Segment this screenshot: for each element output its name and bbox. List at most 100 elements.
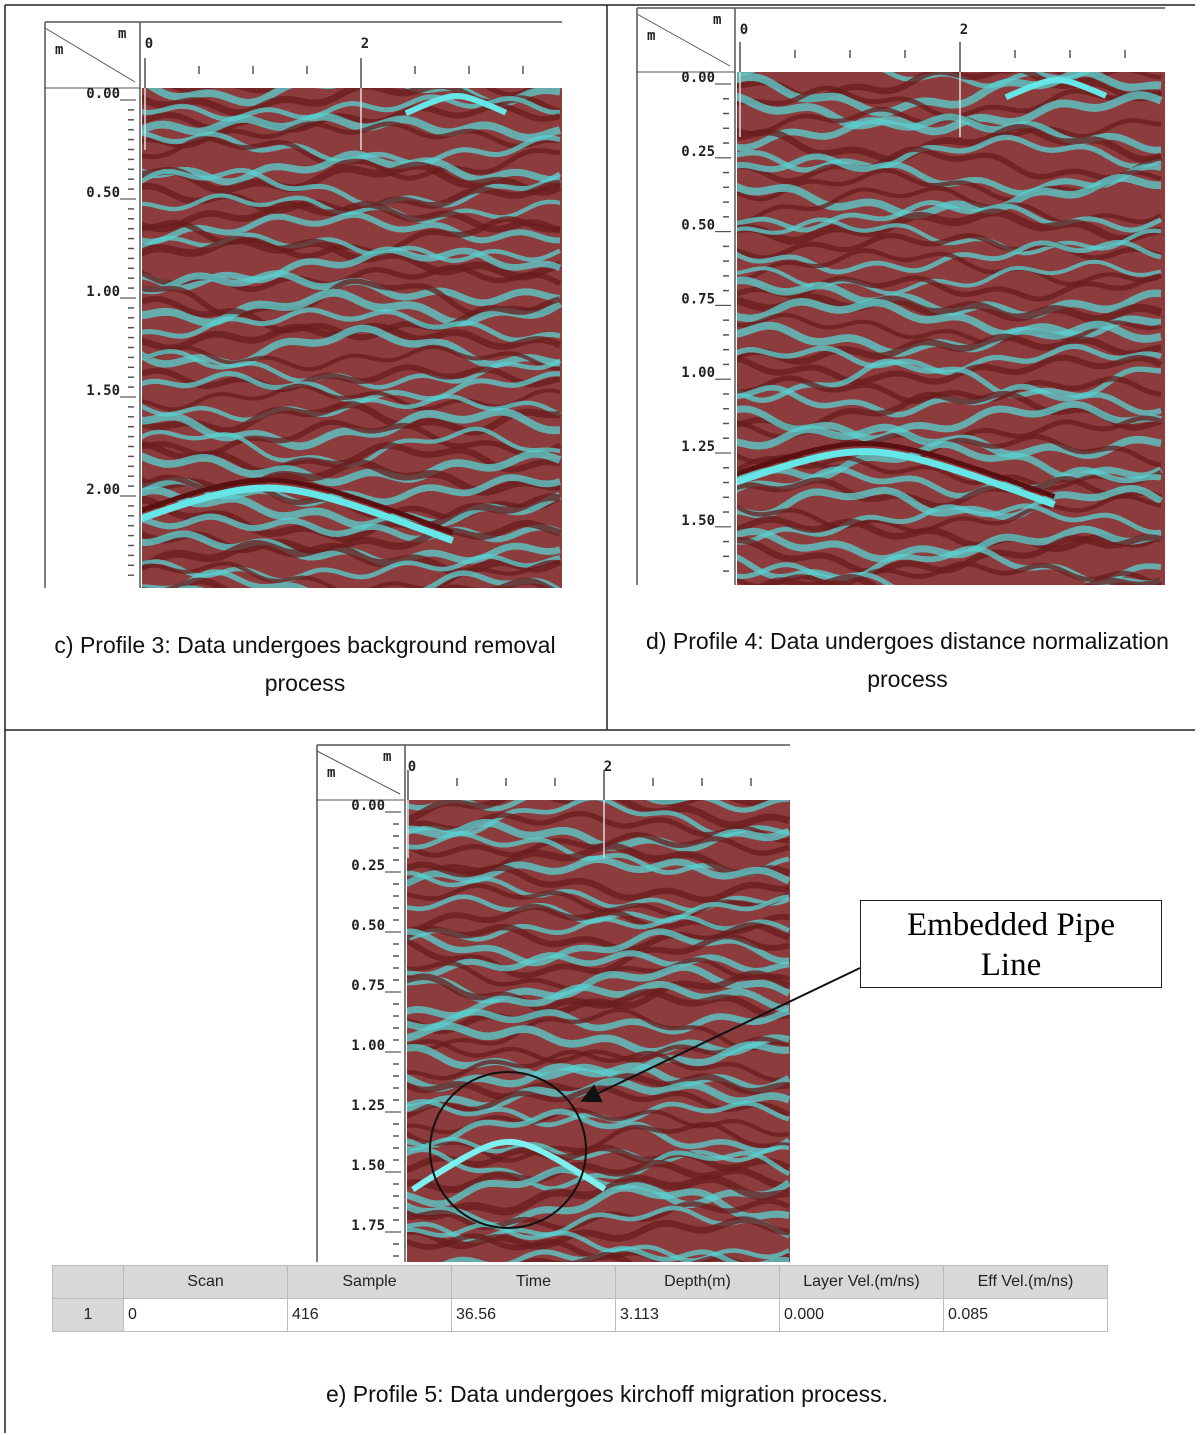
axis-unit: m	[118, 26, 126, 42]
reflection	[737, 248, 1162, 287]
axis-unit: m	[383, 749, 391, 765]
radargram-image	[735, 72, 1165, 620]
reflection	[142, 235, 561, 281]
reflection	[407, 800, 790, 829]
table-cell: 3.113	[615, 1298, 780, 1332]
reflection	[407, 933, 790, 979]
column-header: Eff Vel.(m/ns)	[943, 1265, 1108, 1299]
reflection	[737, 312, 1162, 345]
reflection	[407, 1007, 790, 1035]
reflection	[737, 293, 1163, 324]
reflection	[142, 569, 562, 588]
y-tick-label: 1.00	[86, 284, 120, 300]
axis-line	[636, 13, 731, 67]
reflection	[407, 819, 790, 853]
reflection	[142, 211, 561, 245]
column-header: Layer Vel.(m/ns)	[779, 1265, 944, 1299]
reflection	[737, 562, 1162, 585]
reflection	[519, 1251, 635, 1262]
reflection	[142, 344, 560, 372]
reflection	[142, 450, 562, 487]
reflection	[737, 146, 1162, 185]
borders	[4, 4, 1195, 1433]
table-cell: 0	[123, 1298, 288, 1332]
reflection	[737, 561, 1162, 585]
radargram-panel: m m 0 2 0.00 0.25 0.50 0.75 1.00 1.25 1.50	[636, 7, 1165, 620]
hyperbola	[142, 484, 454, 544]
x-tick-label: 0	[145, 36, 153, 52]
column-header: Sample	[287, 1265, 452, 1299]
reflection	[737, 456, 1162, 491]
reflection	[407, 988, 790, 1035]
reflection	[737, 375, 1162, 404]
reflection	[737, 297, 1162, 340]
reflection	[407, 1184, 790, 1230]
reflection	[142, 559, 561, 588]
arrow	[580, 967, 861, 1103]
reflection	[737, 72, 1162, 117]
reflection	[407, 883, 790, 919]
hyperbola	[737, 441, 1056, 499]
radargram-image	[407, 800, 790, 1262]
reflection	[142, 370, 561, 404]
reflection	[407, 1174, 790, 1221]
hyperbola	[411, 1138, 607, 1193]
reflection	[737, 123, 1163, 164]
reflection	[142, 307, 561, 343]
radargram-panel: m m 0 2 0.00 0.25 0.50 0.75 1.00 1.25 1.50 1.75	[316, 744, 790, 1262]
reflection	[737, 200, 1163, 233]
reflection	[142, 520, 561, 557]
y-tick-label: 0.50	[86, 185, 120, 201]
reflection	[171, 88, 539, 98]
hyperbola	[737, 448, 1056, 508]
x-tick-label: 0	[740, 22, 748, 38]
reflection	[142, 407, 561, 451]
reflection	[407, 842, 790, 886]
y-tick-label: 1.50	[86, 383, 120, 399]
y-tick-label: 0.25	[351, 858, 385, 874]
reflection	[737, 503, 1162, 545]
y-tick-label: 1.75	[351, 1218, 385, 1234]
y-tick-label: 1.25	[681, 439, 715, 455]
x-tick-label: 2	[361, 36, 369, 52]
reflection	[737, 484, 1163, 521]
caption: d) Profile 4: Data undergoes distance no…	[646, 628, 1169, 692]
table-cell: 416	[287, 1298, 452, 1332]
reflection	[737, 333, 1162, 365]
reflection	[407, 1144, 790, 1174]
reflection	[407, 1049, 790, 1083]
reflection	[735, 591, 1161, 620]
reflection	[596, 800, 777, 807]
y-tick-label: 0.50	[681, 218, 715, 234]
y-tick-label: 1.00	[351, 1038, 385, 1054]
annotation: Embedded Pipe Line	[860, 900, 1162, 988]
reflection	[142, 383, 561, 412]
axis-line	[44, 27, 136, 83]
radargram-panel: m m 0 2 0.00 0.50 1.00 1.50 2.00	[44, 21, 562, 588]
y-tick-label: 0.00	[86, 86, 120, 102]
reflection	[176, 585, 205, 588]
reflection	[142, 400, 561, 436]
y-tick-label: 1.50	[681, 513, 715, 529]
hyperbola	[1004, 76, 1108, 101]
reflection	[737, 494, 1162, 534]
reflection	[407, 1041, 790, 1080]
reflection	[407, 855, 790, 887]
y-tick-label: 0.00	[351, 798, 385, 814]
y-tick-label: 1.25	[351, 1098, 385, 1114]
reflection	[407, 950, 790, 979]
reflection	[142, 364, 561, 393]
reflection	[407, 928, 790, 967]
reflection	[407, 1159, 789, 1194]
axis-unit: m	[55, 42, 63, 58]
hyperbola	[404, 92, 508, 117]
x-tick-label: 2	[960, 22, 968, 38]
y-tick-label: 1.00	[681, 365, 715, 381]
table-row: 1 0 416 36.56 3.113 0.000 0.085	[52, 1298, 1108, 1332]
y-tick-label: 0.50	[351, 918, 385, 934]
radargram-image	[142, 88, 562, 588]
reflection	[407, 861, 790, 904]
reflection	[142, 167, 562, 208]
caption: c) Profile 3: Data undergoes background …	[54, 632, 556, 696]
